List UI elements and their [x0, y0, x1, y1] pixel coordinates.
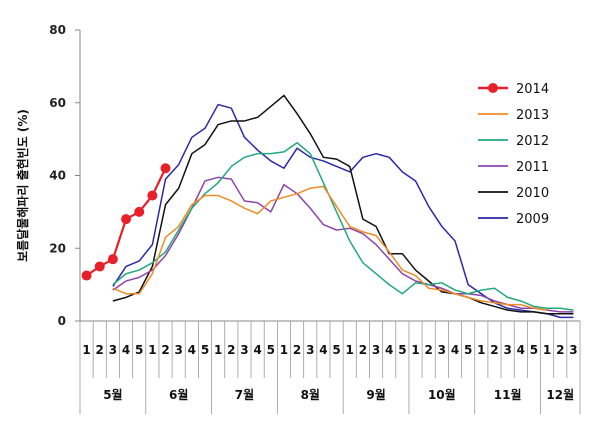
week-label: 2: [96, 343, 104, 357]
week-label: 2: [161, 343, 169, 357]
legend-label-2010: 2010: [516, 186, 549, 201]
week-label: 3: [240, 343, 248, 357]
week-label: 2: [556, 343, 564, 357]
week-label: 4: [122, 343, 130, 357]
series-line-2009: [112, 103, 574, 319]
month-label: 11월: [494, 387, 522, 402]
week-label: 3: [569, 343, 577, 357]
week-label: 1: [543, 343, 551, 357]
series-line-2010: [112, 94, 574, 315]
week-label: 4: [188, 343, 196, 357]
legend-label-2013: 2013: [516, 108, 549, 123]
week-label: 1: [82, 343, 90, 357]
y-tick-label: 60: [49, 96, 66, 110]
legend-label-2014: 2014: [516, 82, 549, 97]
week-label: 1: [346, 343, 354, 357]
week-label: 2: [490, 343, 498, 357]
week-label: 5: [267, 343, 275, 357]
legend-marker-2014: [488, 83, 498, 93]
week-label: 4: [451, 343, 459, 357]
week-label: 1: [477, 343, 485, 357]
y-tick-label: 0: [58, 314, 66, 328]
month-label: 5월: [103, 387, 122, 402]
series-line-2013: [112, 185, 548, 311]
data-point-2014: [134, 206, 145, 217]
y-tick-label: 20: [49, 241, 66, 255]
month-label: 10월: [428, 387, 456, 402]
legend-label-2009: 2009: [516, 212, 549, 227]
week-label: 2: [425, 343, 433, 357]
series-line-2012: [112, 142, 574, 311]
week-label: 3: [438, 343, 446, 357]
month-label: 12월: [546, 387, 574, 402]
week-label: 1: [280, 343, 288, 357]
week-label: 4: [319, 343, 327, 357]
y-axis-label: 보름달물해파리 출현빈도 (%): [15, 109, 30, 262]
month-label: 9월: [366, 387, 385, 402]
month-label: 7월: [235, 387, 254, 402]
week-label: 5: [332, 343, 340, 357]
week-label: 5: [464, 343, 472, 357]
data-point-2014: [81, 270, 92, 281]
week-label: 4: [517, 343, 525, 357]
data-point-2014: [121, 214, 132, 225]
week-label: 2: [227, 343, 235, 357]
legend: 2014 2013 2012 2011 2010 2009: [478, 82, 549, 227]
week-label: 1: [148, 343, 156, 357]
week-label: 4: [385, 343, 393, 357]
legend-label-2012: 2012: [516, 134, 549, 149]
week-label: 1: [411, 343, 419, 357]
week-label: 5: [135, 343, 143, 357]
data-point-2014: [147, 190, 158, 201]
week-label: 3: [372, 343, 380, 357]
week-label: 5: [398, 343, 406, 357]
week-label: 5: [530, 343, 538, 357]
axes: 0 20 40 60 80: [49, 23, 81, 328]
data-point-2014: [94, 261, 105, 272]
week-label: 3: [503, 343, 511, 357]
week-label: 3: [109, 343, 117, 357]
week-label: 3: [175, 343, 183, 357]
week-label: 4: [253, 343, 261, 357]
month-label: 6월: [169, 387, 188, 402]
week-label: 5: [201, 343, 209, 357]
y-tick-label: 40: [49, 169, 66, 183]
data-point-2014: [107, 254, 118, 265]
data-point-2014: [160, 163, 171, 174]
series-line-2011: [112, 176, 574, 313]
x-axis-table: 1 2 3 4 5 1 2 3 4 5 1 2 3 4 5 1 2 3 4 5 1 2 3 4 5 1 2 3 4 5 1 2 3 4 5 1 2 35월…: [79, 320, 581, 414]
week-label: 2: [293, 343, 301, 357]
legend-label-2011: 2011: [516, 160, 549, 175]
week-label: 1: [214, 343, 222, 357]
series-layer: [81, 94, 574, 319]
week-label: 3: [306, 343, 314, 357]
week-label: 2: [359, 343, 367, 357]
y-tick-label: 80: [49, 23, 66, 37]
month-label: 8월: [301, 387, 320, 402]
